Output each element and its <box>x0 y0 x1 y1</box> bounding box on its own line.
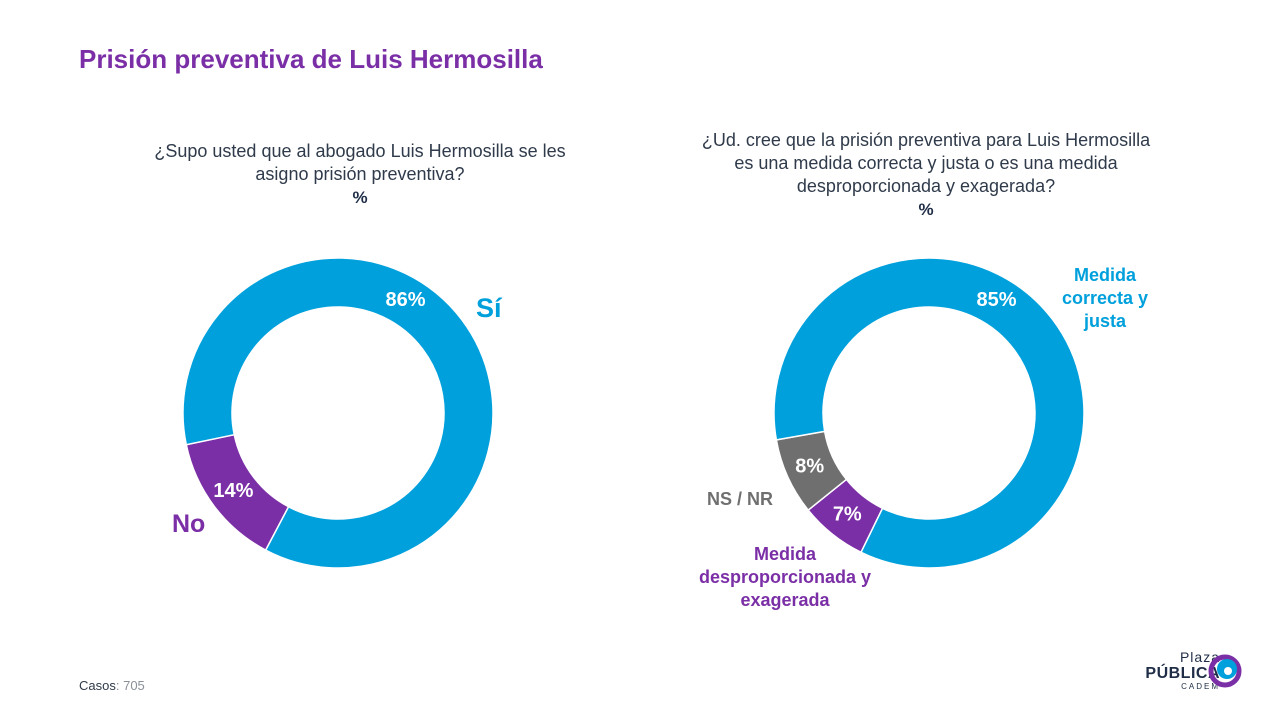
page-title: Prisión preventiva de Luis Hermosilla <box>79 44 543 74</box>
plaza-publica-logo: Plaza PÚBLICA CADEM <box>1124 650 1248 692</box>
chart-2-label-nsnr: NS / NR <box>707 489 774 509</box>
chart-1-donut: 14% 86% <box>182 257 494 569</box>
chart-2-unit: % <box>918 200 934 219</box>
chart-1-label-si: Sí <box>476 293 502 323</box>
footer-casos: Casos: 705 <box>79 678 145 693</box>
chart-2-label-correcta: Medida correcta y justa <box>1061 265 1149 331</box>
chart-2-value-label-2: 8% <box>795 455 824 477</box>
chart-2-question-text: ¿Ud. cree que la prisión preventiva para… <box>701 130 1151 196</box>
chart-1-question-text: ¿Supo usted que al abogado Luis Hermosil… <box>154 141 566 184</box>
chart-2-value-label-0: 85% <box>976 289 1016 311</box>
casos-value: : 705 <box>115 678 145 693</box>
chart-1-unit: % <box>352 188 368 207</box>
logo-cadem: CADEM <box>1181 682 1220 691</box>
chart-1-label-no: No <box>172 510 206 538</box>
logo-text: Plaza PÚBLICA CADEM <box>1124 649 1220 692</box>
logo-publica: PÚBLICA <box>1145 665 1220 682</box>
chart-2-label-desproporcionada: Medida desproporcionada y exagerada <box>698 544 872 610</box>
chart-2-question: ¿Ud. cree que la prisión preventiva para… <box>690 129 1162 221</box>
chart-1-value-label-0: 86% <box>385 289 425 311</box>
chart-2-slice-0 <box>773 257 1085 569</box>
chart-1-question: ¿Supo usted que al abogado Luis Hermosil… <box>140 140 580 209</box>
chart-2-value-label-1: 7% <box>833 504 862 526</box>
chart-1-value-label-1: 14% <box>213 480 253 502</box>
logo-plaza: Plaza <box>1179 649 1220 665</box>
logo-mark-icon <box>1208 654 1242 688</box>
chart-1-slice-0 <box>182 257 494 569</box>
chart-2-donut: 7% 8% 85% <box>773 257 1085 569</box>
casos-label: Casos <box>79 678 116 693</box>
